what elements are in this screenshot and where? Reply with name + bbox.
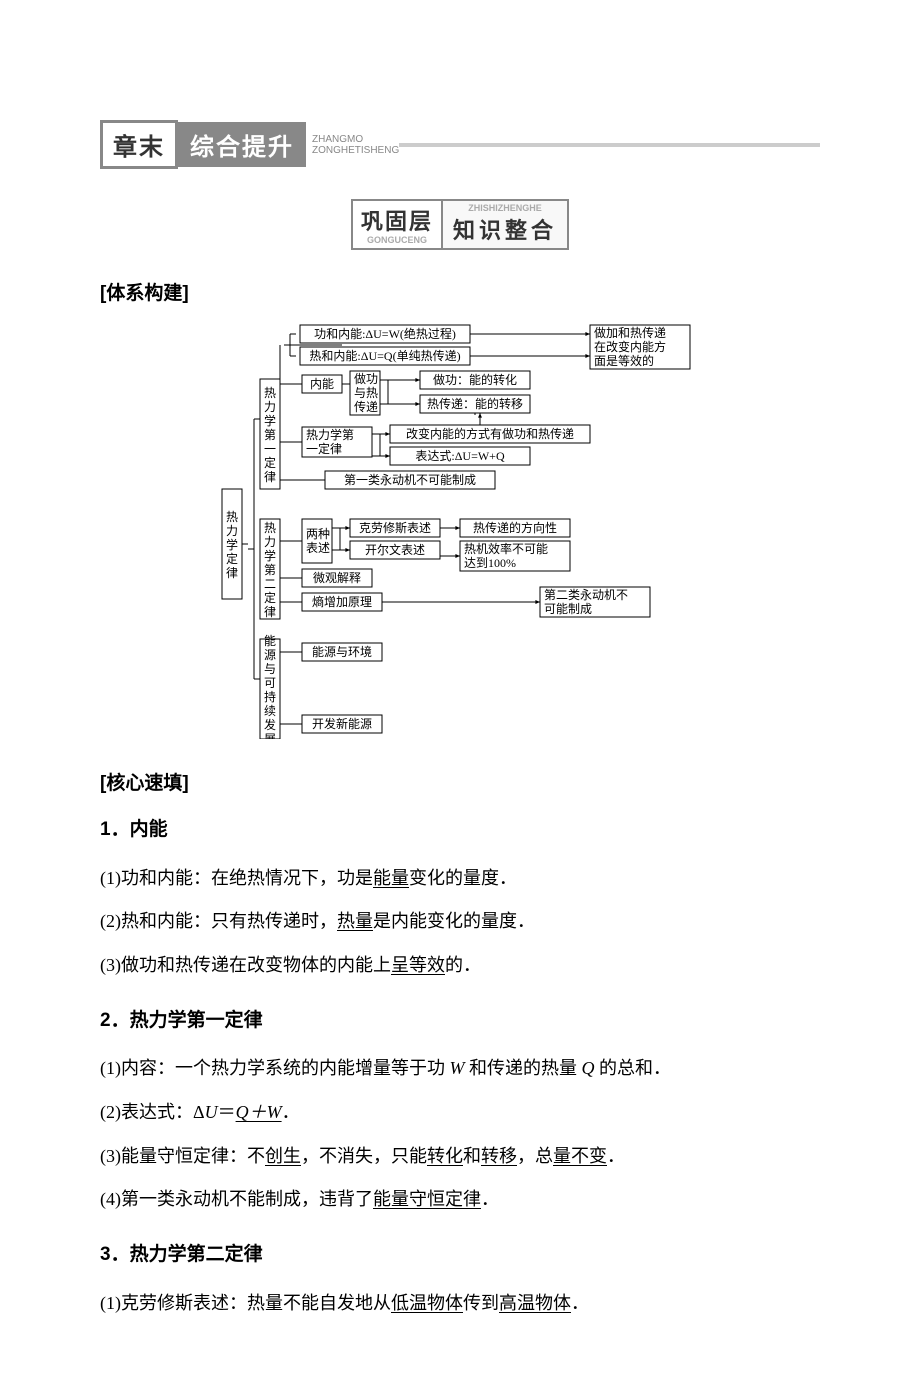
line-8: (1)克劳修斯表述：热量不能自发地从低温物体传到高温物体．: [100, 1284, 820, 1324]
t: (1)功和内能：在绝热情况下，功是: [100, 868, 373, 888]
svg-text:热传递：能的转移: 热传递：能的转移: [427, 396, 523, 411]
svg-text:能源与可持续发展: 能源与可持续发展: [264, 634, 276, 739]
t: 变化的量度．: [409, 868, 517, 888]
u-it: Q＋W: [236, 1102, 282, 1122]
svg-text:热力学定律: 热力学定律: [226, 510, 238, 580]
t: 和传递的热量: [465, 1058, 582, 1078]
u: 热量: [337, 911, 373, 931]
t: (4)第一类永动机不能制成，违背了: [100, 1189, 373, 1209]
t: 的总和．: [595, 1058, 672, 1078]
svg-text:热机效率不可能达到100%: 热机效率不可能达到100%: [464, 541, 548, 570]
t: (2)热和内能：只有热传递时，: [100, 911, 337, 931]
sub-banner: 巩固层 GONGUCENG ZHISHIZHENGHE 知识整合: [100, 199, 820, 250]
line-3: (3)做功和热传递在改变物体的内能上呈等效的．: [100, 946, 820, 986]
t: (3)能量守恒定律：不: [100, 1146, 265, 1166]
u: 量不变: [553, 1146, 607, 1166]
diagram-svg: 热力学定律热力学第一定律热力学第二定律能源与可持续发展功和内能:ΔU=W(绝热过…: [220, 319, 700, 739]
svg-text:表达式:ΔU=W+Q: 表达式:ΔU=W+Q: [415, 449, 505, 463]
header-left: 章末: [100, 120, 178, 169]
svg-text:做加和热传递在改变内能方面是等效的: 做加和热传递在改变内能方面是等效的: [594, 325, 666, 368]
svg-text:热力学第二定律: 热力学第二定律: [264, 521, 276, 619]
line-7: (4)第一类永动机不能制成，违背了能量守恒定律．: [100, 1180, 820, 1220]
svg-text:开发新能源: 开发新能源: [312, 716, 372, 731]
svg-text:热和内能:ΔU=Q(单纯热传递): 热和内能:ΔU=Q(单纯热传递): [309, 348, 460, 363]
t: 是内能变化的量度．: [373, 911, 535, 931]
pinyin-2: ZONGHETISHENG: [312, 145, 399, 156]
line-1: (1)功和内能：在绝热情况下，功是能量变化的量度．: [100, 859, 820, 899]
chapter-header: 章末 综合提升 ZHANGMO ZONGHETISHENG: [100, 120, 820, 169]
u: 能量守恒定律: [373, 1189, 481, 1209]
t: ．: [607, 1146, 625, 1166]
line-5: (2)表达式：ΔU＝Q＋W．: [100, 1093, 820, 1133]
section-title-2: [核心速填]: [100, 768, 820, 795]
svg-text:改变内能的方式有做功和热传递: 改变内能的方式有做功和热传递: [406, 426, 574, 441]
sub-left: 巩固层 GONGUCENG: [351, 199, 441, 250]
section-title-1: [体系构建]: [100, 278, 820, 305]
t: (1)克劳修斯表述：热量不能自发地从: [100, 1293, 391, 1313]
t: (1)内容：一个热力学系统的内能增量等于功: [100, 1058, 450, 1078]
u: 呈: [391, 955, 409, 975]
u: 低温物体: [391, 1293, 463, 1313]
t: ．: [571, 1293, 589, 1313]
header-right: 综合提升: [178, 122, 306, 167]
t: 传到: [463, 1293, 499, 1313]
sub-left-text: 巩固层: [361, 209, 433, 234]
header-rule: [399, 143, 820, 147]
t: 的．: [445, 955, 481, 975]
svg-text:功和内能:ΔU=W(绝热过程): 功和内能:ΔU=W(绝热过程): [314, 326, 456, 341]
u: 转化: [427, 1146, 463, 1166]
u: 高温物体: [499, 1293, 571, 1313]
t: 和: [463, 1146, 481, 1166]
svg-text:热力学第一定律: 热力学第一定律: [306, 427, 354, 456]
t: ＝: [218, 1102, 236, 1122]
svg-text:熵增加原理: 熵增加原理: [312, 594, 372, 609]
svg-text:两种表述: 两种表述: [306, 527, 330, 555]
sub-right-text: 知识整合: [453, 218, 557, 243]
header-right-text: 综合提升: [190, 134, 294, 161]
it: Q: [582, 1058, 595, 1078]
heading-3: 3．热力学第二定律: [100, 1234, 820, 1276]
heading-2: 2．热力学第一定律: [100, 1000, 820, 1042]
sub-right-pinyin: ZHISHIZHENGHE: [453, 204, 557, 213]
svg-text:内能: 内能: [310, 377, 334, 391]
heading-1: 1．内能: [100, 809, 820, 851]
line-6: (3)能量守恒定律：不创生，不消失，只能转化和转移，总量不变．: [100, 1137, 820, 1177]
u: 等效: [409, 955, 445, 975]
svg-text:热传递的方向性: 热传递的方向性: [473, 520, 557, 535]
svg-text:能源与环境: 能源与环境: [312, 644, 372, 659]
t: ．: [481, 1189, 499, 1209]
svg-text:热力学第一定律: 热力学第一定律: [264, 386, 276, 484]
header-pinyin: ZHANGMO ZONGHETISHENG: [312, 134, 399, 156]
t: ，总: [517, 1146, 553, 1166]
it: U: [205, 1102, 218, 1122]
svg-text:开尔文表述: 开尔文表述: [365, 542, 425, 557]
sub-left-pinyin: GONGUCENG: [361, 236, 433, 245]
concept-diagram: 热力学定律热力学第一定律热力学第二定律能源与可持续发展功和内能:ΔU=W(绝热过…: [100, 319, 820, 744]
u: 转移: [481, 1146, 517, 1166]
line-2: (2)热和内能：只有热传递时，热量是内能变化的量度．: [100, 902, 820, 942]
svg-text:克劳修斯表述: 克劳修斯表述: [359, 520, 431, 535]
svg-text:做功与热传递: 做功与热传递: [354, 371, 378, 414]
sub-right: ZHISHIZHENGHE 知识整合: [441, 199, 569, 250]
pinyin-1: ZHANGMO: [312, 134, 363, 145]
svg-text:微观解释: 微观解释: [313, 571, 361, 585]
t: ．: [282, 1102, 300, 1122]
t: ，不消失，只能: [301, 1146, 427, 1166]
u: 创生: [265, 1146, 301, 1166]
it: W: [450, 1058, 465, 1078]
content-body: 1．内能 (1)功和内能：在绝热情况下，功是能量变化的量度． (2)热和内能：只…: [100, 809, 820, 1323]
t: (2)表达式：Δ: [100, 1102, 205, 1122]
svg-text:第一类永动机不可能制成: 第一类永动机不可能制成: [344, 473, 476, 487]
u: 能量: [373, 868, 409, 888]
t: (3)做功和热传递在改变物体的内能上: [100, 955, 391, 975]
svg-text:做功：能的转化: 做功：能的转化: [433, 372, 517, 387]
line-4: (1)内容：一个热力学系统的内能增量等于功 W 和传递的热量 Q 的总和．: [100, 1049, 820, 1089]
svg-text:第二类永动机不可能制成: 第二类永动机不可能制成: [544, 588, 628, 616]
